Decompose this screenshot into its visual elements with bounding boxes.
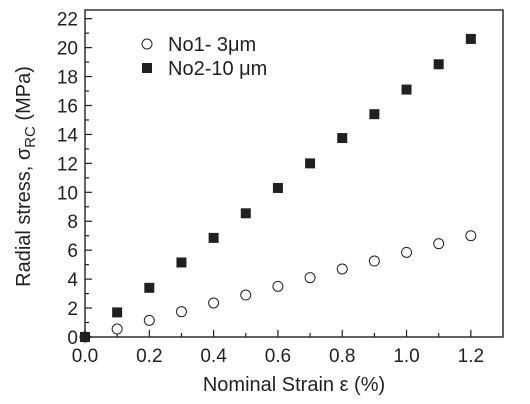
point-no1 xyxy=(240,289,252,301)
x-tick-label: 1.2 xyxy=(458,346,484,367)
y-tick-label: 8 xyxy=(67,212,78,233)
x-tick-label: 0.0 xyxy=(72,346,98,367)
y-tick-label: 14 xyxy=(57,125,79,146)
ticks xyxy=(84,18,472,338)
point-no1 xyxy=(336,263,348,275)
point-no1 xyxy=(401,246,413,258)
point-no1 xyxy=(208,297,220,309)
point-no1 xyxy=(175,306,187,318)
legend: No1- 3μm No2-10 μm xyxy=(141,34,267,80)
point-no2 xyxy=(305,158,316,169)
plot-frame xyxy=(84,9,504,338)
point-no1 xyxy=(304,272,316,284)
point-no2 xyxy=(272,182,283,193)
point-no1 xyxy=(143,314,155,326)
point-no1 xyxy=(465,230,477,242)
y-tick-label: 18 xyxy=(57,68,78,89)
point-no2 xyxy=(176,257,187,268)
point-no1 xyxy=(368,255,380,267)
x-tick-label: 0.4 xyxy=(200,346,227,367)
point-no2 xyxy=(337,133,348,144)
point-no2 xyxy=(369,109,380,120)
y-axis-title-symbol: σ xyxy=(13,147,35,160)
tick-labels: 0.0 0.2 0.4 0.6 0.8 1.0 1.2 0 2 4 6 8 10 12 14 16 18 20 22 xyxy=(57,10,484,367)
x-tick-label: 0.8 xyxy=(329,346,355,367)
y-axis-title-prefix: Radial stress, xyxy=(13,160,35,287)
y-tick-label: 22 xyxy=(57,10,78,31)
data-marks xyxy=(79,33,477,343)
point-no2 xyxy=(112,307,123,318)
point-no2 xyxy=(433,59,444,70)
y-tick-label: 16 xyxy=(57,96,78,117)
y-tick-label: 0 xyxy=(67,328,78,349)
legend-marker-no2 xyxy=(142,63,152,73)
y-tick-label: 20 xyxy=(57,39,78,60)
point-no1 xyxy=(111,323,123,335)
y-tick-label: 10 xyxy=(57,183,78,204)
legend-label-no2: No2-10 μm xyxy=(168,58,267,80)
x-axis-title: Nominal Strain ε (%) xyxy=(203,374,385,396)
y-axis-title-suffix: (MPa) xyxy=(13,66,35,126)
point-no2 xyxy=(401,84,412,95)
x-tick-label: 0.2 xyxy=(136,346,162,367)
y-tick-label: 2 xyxy=(67,299,78,320)
y-tick-label: 6 xyxy=(67,241,78,262)
point-no2 xyxy=(240,208,251,219)
y-tick-label: 12 xyxy=(57,154,78,175)
x-tick-label: 1.0 xyxy=(393,346,419,367)
point-no2 xyxy=(465,33,476,44)
legend-marker-no1 xyxy=(141,38,153,50)
plot-frame-group xyxy=(84,9,504,338)
y-axis-title: Radial stress, σRC (MPa) xyxy=(13,66,39,287)
point-no2 xyxy=(208,232,219,243)
point-no1 xyxy=(433,238,445,250)
y-tick-label: 4 xyxy=(67,270,78,291)
point-no2 xyxy=(144,282,155,293)
point-no2 xyxy=(80,332,90,342)
x-tick-label: 0.6 xyxy=(265,346,291,367)
y-axis-title-subscript: RC xyxy=(22,126,39,148)
point-no1 xyxy=(272,280,284,292)
legend-label-no1: No1- 3μm xyxy=(168,34,256,56)
